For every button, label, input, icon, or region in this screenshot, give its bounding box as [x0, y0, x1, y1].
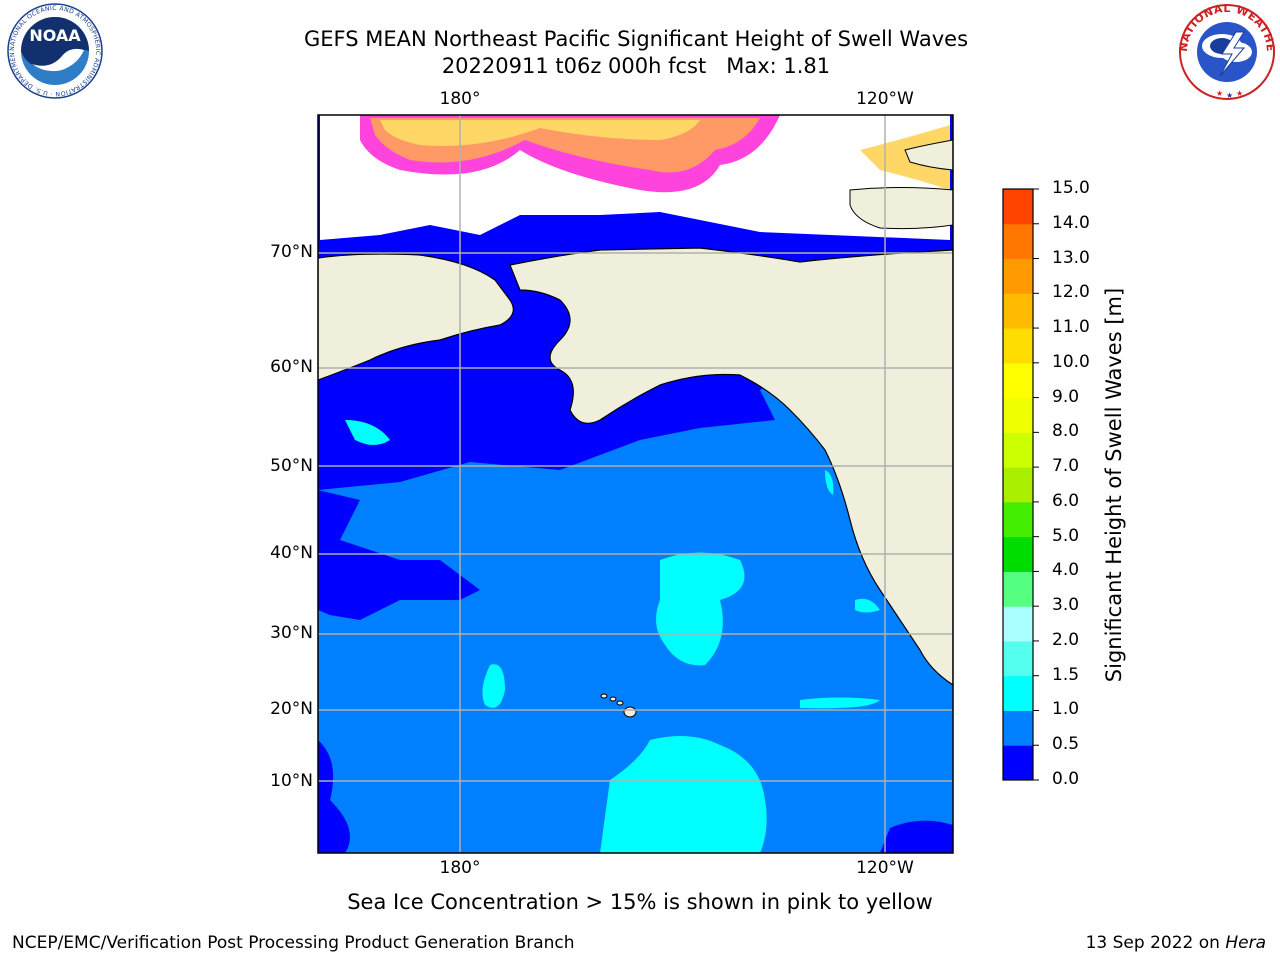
noaa-logo: NATIONAL OCEANIC AND ATMOSPHERIC ADMINIS…: [4, 2, 103, 99]
colorbar-tick-label: 1.5: [1052, 664, 1080, 685]
colorbar-tick-label: 13.0: [1052, 247, 1090, 268]
colorbar-tick-label: 12.0: [1052, 282, 1090, 303]
map-title: GEFS MEAN Northeast Pacific Significant …: [0, 26, 1272, 80]
footer-machine: Hera: [1225, 933, 1266, 953]
colorbar-segment: [1003, 328, 1033, 364]
lat-label-50n: 50°N: [270, 456, 313, 476]
land-north-america: [509, 247, 953, 686]
colorbar-segment: [1003, 675, 1033, 711]
swell-patch-central: [656, 552, 745, 666]
colorbar-segment: [1003, 710, 1033, 746]
colorbar-tick-marks: [1033, 188, 1039, 781]
lon-label-bottom-120w: 120°W: [856, 858, 914, 878]
colorbar-tick-label: 0.0: [1052, 769, 1080, 789]
colorbar-tick-label: 15.0: [1052, 178, 1090, 198]
colorbar-tick-label: 11.0: [1052, 317, 1090, 338]
sea-ice-east: [860, 125, 950, 190]
swell-patch-gulf: [825, 470, 834, 495]
colorbar-tick-label: 0.5: [1052, 734, 1080, 755]
title-line-2: 20220911 t06z 000h fcst Max: 1.81: [441, 54, 831, 78]
colorbar-segment: [1003, 606, 1033, 642]
colorbar-tick-label: 5.0: [1052, 525, 1080, 546]
lat-label-10n: 10°N: [270, 771, 313, 791]
map-frame: [317, 114, 954, 854]
noaa-logo-text: NOAA: [29, 26, 81, 45]
colorbar-tick-label: 7.0: [1052, 456, 1080, 477]
land-arctic-islands: [849, 187, 953, 230]
colorbar-segment: [1003, 189, 1033, 225]
lon-label-bottom-180: 180°: [439, 858, 481, 878]
colorbar-tick-label: 4.0: [1052, 560, 1080, 581]
footer-date-text: 13 Sep 2022 on: [1085, 933, 1226, 953]
colorbar-segment: [1003, 745, 1033, 781]
sea-ice-caption: Sea Ice Concentration > 15% is shown in …: [347, 890, 933, 914]
swell-patch-ne-pacific: [800, 697, 880, 709]
lat-label-70n: 70°N: [270, 242, 313, 262]
title-line-1: GEFS MEAN Northeast Pacific Significant …: [303, 27, 969, 51]
colorbar-segment: [1003, 571, 1033, 607]
colorbar-segment: [1003, 501, 1033, 538]
colorbar-segment: [1003, 536, 1033, 572]
colorbar-tick-label: 2.0: [1052, 629, 1080, 650]
lon-label-top-120w: 120°W: [856, 89, 914, 109]
colorbar-tick-label: 9.0: [1052, 386, 1080, 407]
lat-label-20n: 20°N: [270, 699, 313, 719]
colorbar-tick-label: 14.0: [1052, 212, 1090, 233]
colorbar-segment: [1003, 223, 1033, 260]
land-arctic-island-2: [904, 139, 953, 171]
lat-label-30n: 30°N: [270, 623, 313, 643]
nws-logo: NATIONAL WEATHER SERVICE ★ ★ ★: [1174, 2, 1277, 100]
lat-label-40n: 40°N: [270, 543, 313, 563]
colorbar-segment: [1003, 640, 1033, 677]
colorbar-title-text: Significant Height of Swell Waves [m]: [1102, 287, 1126, 683]
colorbar-segment: [1003, 467, 1033, 503]
lat-label-60n: 60°N: [270, 357, 313, 377]
map-graticule: [318, 115, 953, 853]
colorbar-tick-label: 10.0: [1052, 351, 1090, 372]
svg-text:★: ★: [1226, 91, 1233, 100]
low-swell-southeast: [880, 820, 953, 853]
colorbar-tick-label: 3.0: [1052, 595, 1080, 616]
low-swell-southwest: [318, 740, 350, 853]
colorbar-segment: [1003, 258, 1033, 294]
svg-text:★: ★: [1236, 89, 1243, 98]
swell-patch-hawaii: [482, 664, 505, 708]
swell-patch-east: [855, 598, 880, 613]
colorbar-segment: [1003, 432, 1033, 468]
colorbar-tick-label: 8.0: [1052, 421, 1080, 442]
colorbar-tick-label: 1.0: [1052, 699, 1080, 720]
lon-label-top-180: 180°: [439, 89, 481, 109]
svg-text:★: ★: [1216, 89, 1223, 98]
colorbar-segment: [1003, 293, 1033, 329]
colorbar-tick-label: 6.0: [1052, 490, 1080, 511]
footer-date: 13 Sep 2022 on Hera: [1086, 933, 1266, 953]
footer-branch: NCEP/EMC/Verification Post Processing Pr…: [12, 933, 575, 953]
colorbar-segment: [1003, 362, 1033, 399]
colorbar-segments: [1003, 189, 1033, 781]
low-swell-west: [318, 490, 480, 620]
colorbar-segment: [1003, 397, 1033, 433]
swell-patch-aleutian: [345, 420, 390, 445]
land-siberia: [318, 253, 514, 381]
colorbar-frame: [1002, 188, 1034, 781]
swell-patch-south: [600, 736, 767, 853]
